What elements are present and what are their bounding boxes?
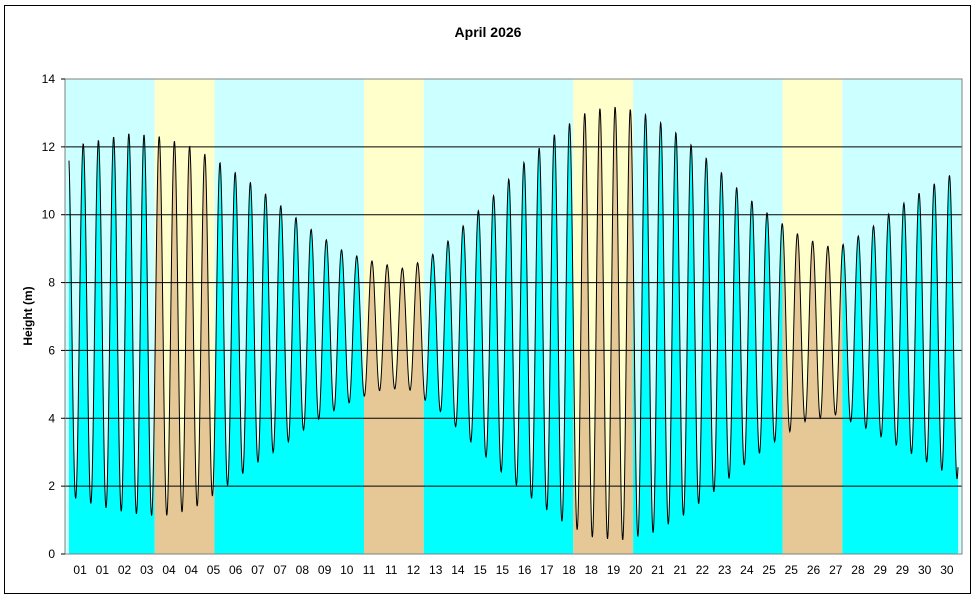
x-tick-label: 18 xyxy=(585,563,599,577)
chart-title: April 2026 xyxy=(455,24,522,40)
x-tick-label: 29 xyxy=(896,563,910,577)
x-tick-label: 17 xyxy=(540,563,554,577)
plot-area-border xyxy=(64,78,963,555)
x-tick-label: 10 xyxy=(340,563,354,577)
x-tick-label: 21 xyxy=(651,563,665,577)
y-tick-label: 6 xyxy=(48,343,55,357)
x-tick-label: 07 xyxy=(273,563,287,577)
y-tick-label: 12 xyxy=(42,140,56,154)
x-tick-label: 04 xyxy=(185,563,199,577)
tide-line xyxy=(68,106,959,541)
x-tick-label: 15 xyxy=(496,563,510,577)
x-tick-label: 04 xyxy=(162,563,176,577)
x-tick-label: 06 xyxy=(229,563,243,577)
x-tick-label: 20 xyxy=(629,563,643,577)
x-tick-label: 29 xyxy=(874,563,888,577)
y-tick-label: 14 xyxy=(42,72,56,86)
plot-border xyxy=(64,78,963,555)
x-tick-label: 13 xyxy=(429,563,443,577)
x-tick-label: 11 xyxy=(363,563,376,577)
x-tick-label: 08 xyxy=(296,563,310,577)
x-tick-label: 03 xyxy=(140,563,154,577)
x-tick-label: 09 xyxy=(318,563,332,577)
x-tick-label: 16 xyxy=(518,563,532,577)
x-tick-label: 01 xyxy=(73,563,87,577)
x-tick-label: 22 xyxy=(696,563,710,577)
x-tick-label: 14 xyxy=(451,563,465,577)
x-tick-label: 07 xyxy=(251,563,265,577)
x-tick-label: 18 xyxy=(562,563,576,577)
x-tick-label: 12 xyxy=(407,563,421,577)
y-tick-label: 0 xyxy=(48,547,55,561)
x-tick-label: 25 xyxy=(785,563,799,577)
y-tick-labels: 0 2 4 6 8 10 12 14 xyxy=(42,72,65,561)
x-tick-label: 30 xyxy=(940,563,954,577)
x-tick-label: 02 xyxy=(118,563,132,577)
x-tick-label: 01 xyxy=(96,563,110,577)
x-tick-label: 25 xyxy=(762,563,776,577)
x-tick-label: 23 xyxy=(718,563,732,577)
y-tick-label: 10 xyxy=(42,208,56,222)
y-tick-label: 4 xyxy=(48,411,55,425)
x-tick-label: 05 xyxy=(207,563,221,577)
x-tick-label: 15 xyxy=(473,563,487,577)
x-tick-labels: 01 01 02 03 04 04 05 06 07 07 08 09 10 11 11 12 13 14 15 15… xyxy=(73,563,953,577)
grid-lines xyxy=(65,146,962,487)
y-tick-label: 8 xyxy=(48,276,55,290)
y-tick-label: 2 xyxy=(48,479,55,493)
x-tick-label: 26 xyxy=(807,563,821,577)
x-tick-label: 24 xyxy=(740,563,754,577)
x-tick-label: 19 xyxy=(607,563,621,577)
y-axis-label: Height (m) xyxy=(21,286,35,345)
x-tick-label: 30 xyxy=(918,563,932,577)
x-tick-label: 11 xyxy=(385,563,398,577)
x-tick-label: 28 xyxy=(851,563,865,577)
x-tick-label: 21 xyxy=(674,563,688,577)
x-tick-label: 27 xyxy=(829,563,843,577)
